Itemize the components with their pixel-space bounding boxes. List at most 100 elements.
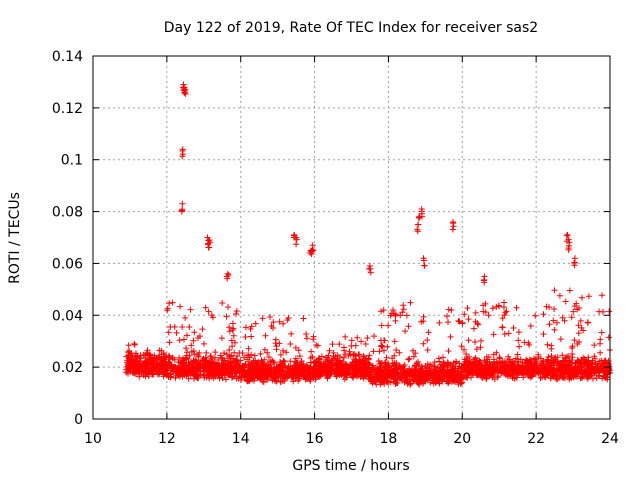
data-point bbox=[195, 334, 202, 341]
data-point bbox=[167, 373, 174, 380]
data-point bbox=[149, 368, 156, 375]
data-point bbox=[125, 352, 132, 359]
data-point bbox=[300, 315, 307, 322]
data-point bbox=[380, 347, 387, 354]
outlier-point bbox=[414, 228, 421, 235]
data-point bbox=[534, 358, 541, 365]
data-point bbox=[561, 366, 568, 373]
data-point bbox=[447, 333, 454, 340]
data-point bbox=[289, 367, 296, 374]
data-point bbox=[574, 340, 581, 347]
data-point bbox=[465, 316, 472, 323]
data-point bbox=[308, 348, 315, 355]
data-point bbox=[590, 375, 597, 382]
data-point bbox=[151, 360, 158, 367]
data-point bbox=[312, 359, 319, 366]
data-point bbox=[231, 349, 238, 356]
data-point bbox=[249, 369, 256, 376]
data-point bbox=[569, 343, 576, 350]
outlier-point bbox=[367, 265, 374, 272]
data-point bbox=[199, 326, 206, 333]
data-point bbox=[343, 362, 350, 369]
data-point bbox=[168, 365, 175, 372]
data-point bbox=[273, 365, 280, 372]
data-point bbox=[597, 363, 604, 370]
data-point bbox=[264, 374, 271, 381]
data-point bbox=[412, 350, 419, 357]
data-point bbox=[540, 331, 547, 338]
data-point bbox=[606, 308, 613, 315]
data-point bbox=[283, 349, 290, 356]
data-point bbox=[183, 345, 190, 352]
data-point bbox=[571, 302, 578, 309]
data-point bbox=[520, 371, 527, 378]
data-point bbox=[597, 349, 604, 356]
data-point bbox=[185, 375, 192, 382]
data-point bbox=[547, 375, 554, 382]
data-point bbox=[225, 372, 232, 379]
data-point bbox=[570, 366, 577, 373]
data-point bbox=[479, 362, 486, 369]
data-point bbox=[583, 361, 590, 368]
x-tick-label: 20 bbox=[453, 431, 471, 447]
data-point bbox=[263, 362, 270, 369]
data-point bbox=[245, 368, 252, 375]
data-point bbox=[255, 358, 262, 365]
data-point bbox=[342, 333, 349, 340]
data-point bbox=[599, 292, 606, 299]
outlier-point bbox=[179, 153, 186, 160]
data-point bbox=[292, 361, 299, 368]
data-point bbox=[501, 299, 508, 306]
data-point bbox=[362, 358, 369, 365]
data-point bbox=[505, 361, 512, 368]
data-point bbox=[489, 305, 496, 312]
data-point bbox=[323, 363, 330, 370]
data-point bbox=[153, 368, 160, 375]
data-point bbox=[465, 337, 472, 344]
data-point bbox=[498, 368, 505, 375]
data-point bbox=[165, 329, 172, 336]
data-point bbox=[183, 362, 190, 369]
data-point bbox=[399, 377, 406, 384]
data-point bbox=[244, 352, 251, 359]
data-point bbox=[366, 352, 373, 359]
data-point bbox=[227, 358, 234, 365]
data-point bbox=[127, 357, 134, 364]
data-point bbox=[159, 356, 166, 363]
data-point bbox=[585, 293, 592, 300]
data-point bbox=[378, 377, 385, 384]
data-point bbox=[440, 363, 447, 370]
data-point bbox=[383, 354, 390, 361]
data-point bbox=[575, 322, 582, 329]
data-point bbox=[365, 356, 372, 363]
data-point bbox=[478, 365, 485, 372]
data-point bbox=[566, 287, 573, 294]
data-point bbox=[553, 319, 560, 326]
data-point bbox=[184, 332, 191, 339]
data-point bbox=[262, 332, 269, 339]
data-point bbox=[194, 372, 201, 379]
data-point bbox=[490, 361, 497, 368]
data-point bbox=[375, 375, 382, 382]
data-point bbox=[300, 364, 307, 371]
data-point bbox=[166, 359, 173, 366]
data-point bbox=[390, 369, 397, 376]
data-point bbox=[415, 358, 422, 365]
data-point bbox=[333, 359, 340, 366]
data-point bbox=[447, 372, 454, 379]
outlier-point bbox=[414, 226, 421, 233]
data-point bbox=[316, 356, 323, 363]
data-point bbox=[335, 366, 342, 373]
outlier-point bbox=[206, 239, 213, 246]
data-point bbox=[503, 308, 510, 315]
data-point bbox=[456, 360, 463, 367]
data-point bbox=[418, 368, 425, 375]
data-point bbox=[545, 370, 552, 377]
data-point bbox=[315, 366, 322, 373]
data-point bbox=[472, 360, 479, 367]
outlier-point bbox=[415, 221, 422, 228]
data-point bbox=[204, 362, 211, 369]
data-point bbox=[528, 373, 535, 380]
data-point bbox=[226, 347, 233, 354]
data-point bbox=[252, 320, 259, 327]
